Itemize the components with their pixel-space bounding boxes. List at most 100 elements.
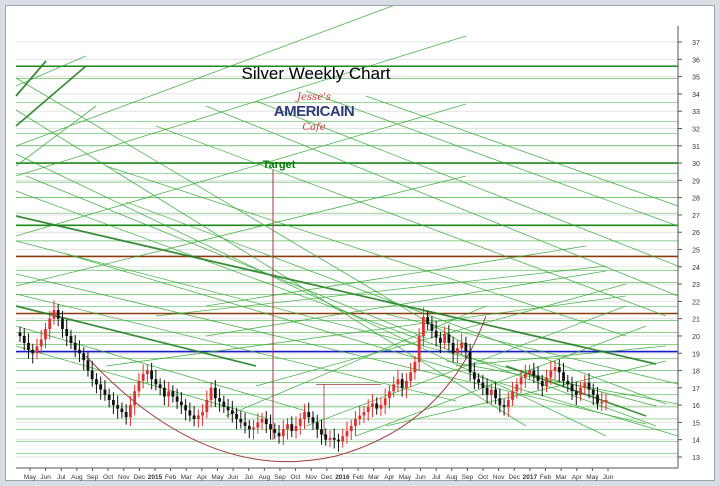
trendline bbox=[15, 293, 457, 402]
candle-body bbox=[528, 370, 531, 375]
candle-body bbox=[383, 398, 387, 406]
candle-body bbox=[243, 422, 247, 426]
x-tick-label: May bbox=[399, 474, 412, 481]
trendline bbox=[355, 325, 647, 437]
x-tick-label: Mar bbox=[181, 474, 193, 481]
trendline bbox=[455, 345, 667, 367]
candle-body bbox=[179, 401, 183, 406]
candle-body bbox=[375, 403, 379, 409]
candle-body bbox=[371, 403, 374, 407]
trendline bbox=[65, 253, 679, 437]
candle-body bbox=[545, 377, 548, 387]
x-tick-label: Aug bbox=[71, 474, 83, 481]
candle-body bbox=[290, 424, 294, 432]
candle-body bbox=[73, 342, 77, 350]
candle-body bbox=[82, 353, 86, 361]
candle-body bbox=[464, 342, 468, 352]
x-tick-label: 2015 bbox=[148, 474, 163, 481]
candle-body bbox=[120, 408, 124, 413]
candle-body bbox=[447, 334, 451, 343]
trendline bbox=[15, 65, 87, 127]
y-tick-label: 16 bbox=[692, 403, 700, 410]
candle-body bbox=[86, 360, 90, 371]
candle-body bbox=[269, 424, 272, 430]
candle-body bbox=[205, 399, 209, 413]
candle-body bbox=[451, 342, 455, 354]
candle-body bbox=[192, 415, 196, 419]
trendline bbox=[15, 305, 257, 367]
trendline bbox=[385, 313, 679, 385]
candle-body bbox=[324, 434, 328, 440]
candle-body bbox=[320, 429, 323, 435]
silver-weekly-chart: 13 14 15 16 17 18 19 20 21 22 23 24 25 26 27 28 29 30 31 32… bbox=[15, 6, 700, 481]
candle-body bbox=[574, 391, 578, 395]
x-tick-label: Mar bbox=[368, 474, 380, 481]
candle-body bbox=[405, 380, 408, 388]
candle-body bbox=[341, 436, 345, 442]
x-tick-label: Nov bbox=[493, 474, 505, 481]
y-tick-label: 19 bbox=[692, 351, 700, 358]
x-tick-label: Jun bbox=[603, 474, 614, 481]
y-tick-label: 36 bbox=[692, 57, 700, 64]
candle-body bbox=[337, 439, 340, 442]
trendline bbox=[155, 125, 667, 317]
candle-body bbox=[196, 415, 200, 419]
y-tick-label: 21 bbox=[692, 317, 700, 324]
trendline bbox=[15, 55, 87, 87]
logo-line-1: Jesse's bbox=[297, 92, 331, 103]
candle-body bbox=[48, 318, 52, 330]
candle-body bbox=[124, 412, 128, 418]
x-tick-label: Feb bbox=[540, 474, 552, 481]
candle-body bbox=[349, 425, 353, 432]
trendline bbox=[15, 60, 47, 97]
candle-body bbox=[438, 337, 442, 343]
candle-body bbox=[39, 339, 43, 347]
trendline bbox=[385, 360, 667, 427]
trendline bbox=[15, 240, 657, 407]
candle-body bbox=[129, 405, 132, 418]
candle-body bbox=[137, 380, 141, 392]
candle-body bbox=[264, 418, 268, 425]
candle-body bbox=[600, 401, 604, 404]
candle-body bbox=[591, 389, 595, 395]
candle-body bbox=[52, 310, 56, 319]
y-tick-label: 22 bbox=[692, 299, 700, 306]
candle-body bbox=[162, 387, 166, 397]
trendline bbox=[205, 245, 587, 307]
candle-body bbox=[286, 424, 289, 430]
y-tick-label: 26 bbox=[692, 230, 700, 237]
candle-body bbox=[22, 335, 26, 343]
candle-body bbox=[256, 422, 260, 428]
candle-body bbox=[388, 391, 391, 399]
trendline bbox=[255, 283, 627, 387]
candle-body bbox=[570, 384, 574, 392]
y-tick-label: 31 bbox=[692, 144, 700, 151]
candle-body bbox=[358, 415, 362, 419]
candle-body bbox=[400, 379, 404, 388]
x-tick-label: Oct bbox=[478, 474, 488, 481]
candle-body bbox=[315, 422, 319, 430]
candle-body bbox=[583, 382, 587, 388]
candle-body bbox=[549, 370, 553, 378]
candle-body bbox=[184, 405, 188, 411]
candle-body bbox=[103, 389, 107, 395]
x-tick-label: Dec bbox=[508, 474, 520, 481]
x-tick-label: May bbox=[211, 474, 224, 481]
x-tick-label: Aug bbox=[446, 474, 458, 481]
candle-body bbox=[472, 372, 476, 380]
y-tick-label: 34 bbox=[692, 92, 700, 99]
x-tick-label: Sep bbox=[274, 474, 286, 481]
candle-body bbox=[145, 370, 149, 375]
candle-body bbox=[158, 384, 162, 388]
y-tick-label: 30 bbox=[692, 161, 700, 168]
candle-body bbox=[247, 425, 251, 430]
x-tick-label: Apr bbox=[384, 474, 395, 481]
candle-body bbox=[252, 427, 255, 430]
candle-body bbox=[35, 346, 39, 354]
candle-body bbox=[31, 349, 35, 354]
candle-body bbox=[277, 432, 281, 437]
candle-body bbox=[455, 348, 459, 354]
chart-title: Silver Weekly Chart bbox=[241, 64, 391, 83]
candle-body bbox=[523, 374, 527, 378]
x-tick-label: Feb bbox=[165, 474, 177, 481]
